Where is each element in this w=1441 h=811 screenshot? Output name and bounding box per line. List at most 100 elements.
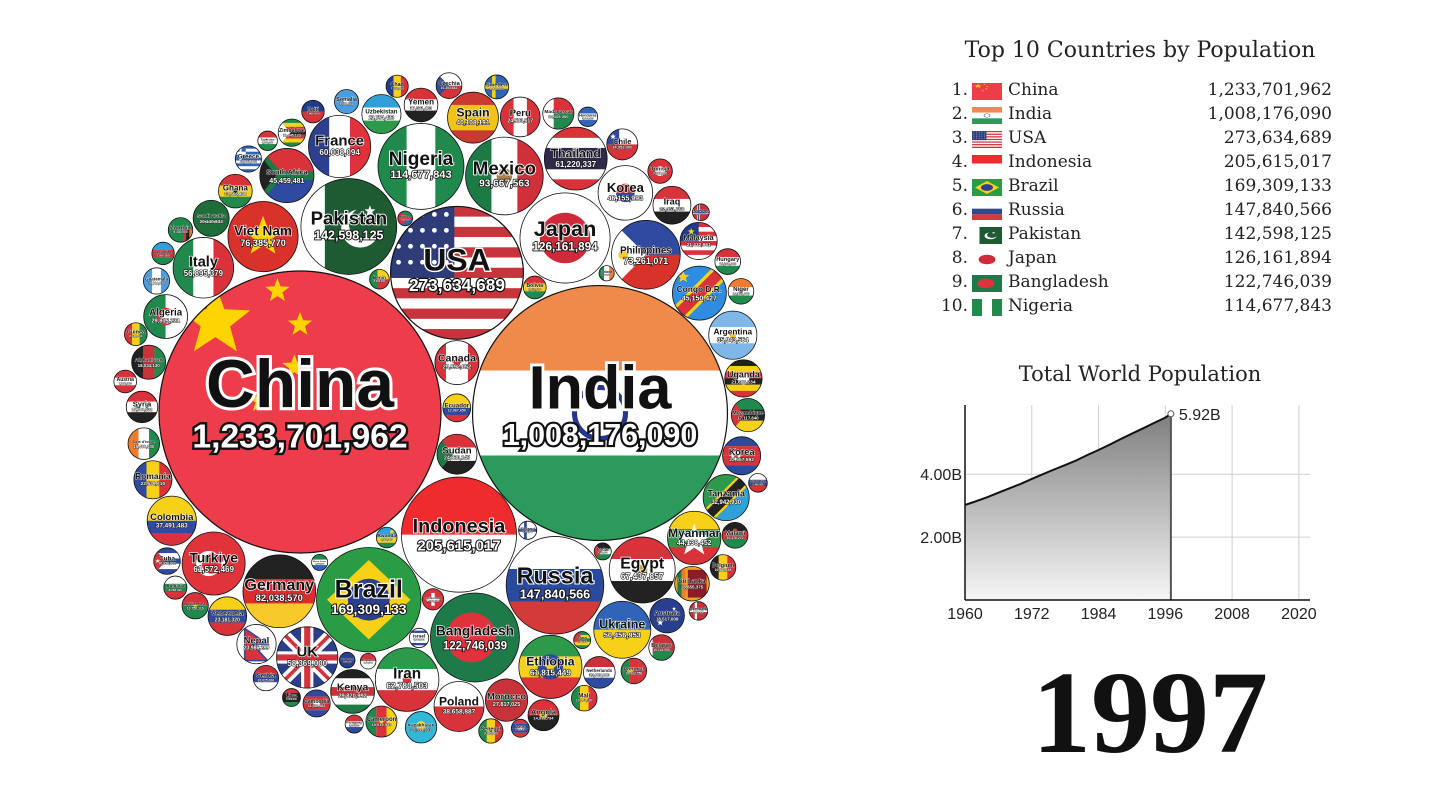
bubble-value: 93,667,563 xyxy=(479,179,530,190)
bubble-label: Indonesia xyxy=(413,515,507,537)
rank-country-name: Russia xyxy=(1008,200,1065,220)
bubble-label: Greece xyxy=(238,153,260,160)
bubble-label: Sweden xyxy=(486,82,508,88)
rank-row: 7. Pakistan 142,598,125 xyxy=(940,224,1340,248)
bubble-value: 50,456,953 xyxy=(604,631,641,640)
bubble-value: 73,261,071 xyxy=(624,256,669,266)
bubble-label: Tajikistan xyxy=(261,137,275,141)
bubble-value: 7,650,000 xyxy=(391,86,404,90)
bubble-label: Belarus xyxy=(651,643,672,649)
bubble-label: Nepal xyxy=(244,634,270,645)
bubble-value: 5,400,000 xyxy=(753,483,764,486)
bubble-value: 6,600,000 xyxy=(381,537,393,541)
bubble-label: Norway xyxy=(694,208,709,213)
rank-row: 6. Russia 147,840,566 xyxy=(940,200,1340,224)
bubble-value: 205,615,017 xyxy=(417,537,500,554)
rank-row: 3. USA 273,634,689 xyxy=(940,128,1340,152)
bubble-value: 10,958,932 xyxy=(158,562,175,566)
bubble-value: 147,840,566 xyxy=(520,588,591,602)
rank-number: 4. xyxy=(951,152,968,172)
bubble-label: Finland xyxy=(521,526,536,531)
bubble-value: 23,181,320 xyxy=(215,617,240,623)
rank-number: 1. xyxy=(951,80,968,100)
rank-row: 2. India 1,008,176,090 xyxy=(940,104,1340,128)
bubble-value: 8,051,000 xyxy=(528,288,541,292)
bubble-value: 18,034,130 xyxy=(138,363,161,368)
bubble-label: Japan xyxy=(534,216,597,241)
rank-row: 10. Nigeria 114,677,843 xyxy=(940,296,1340,320)
bubble-value: 9,059,063 xyxy=(340,102,354,106)
bubble-label: Ireland xyxy=(601,270,612,274)
bubble-label: Korea xyxy=(729,447,756,457)
bubble-label: Colombia xyxy=(150,512,194,523)
bubble-label: Singapore xyxy=(362,658,376,662)
bubble-label: Bangladesh xyxy=(436,624,514,639)
bubble-value: 10,141,000 xyxy=(653,648,670,652)
flag-bangladesh-icon xyxy=(972,275,1002,292)
bubble-label: Canada xyxy=(438,353,476,365)
rank-country-name: Pakistan xyxy=(1008,224,1082,244)
bubble-label: India xyxy=(529,353,673,421)
bubble-value: 9,330,000 xyxy=(173,230,187,234)
bubble-label: Yemen xyxy=(408,97,434,106)
rank-country-name: Nigeria xyxy=(1008,296,1073,316)
bubble-label: Argentina xyxy=(713,326,752,336)
bubble-value: 10,025,000 xyxy=(258,679,275,683)
x-tick-label: 1996 xyxy=(1148,606,1184,623)
bubble-label: Peru xyxy=(510,108,531,119)
bubble-label: Portugal xyxy=(624,666,645,672)
bubble-label: Cameroon xyxy=(367,717,397,723)
bubble-label: Italy xyxy=(189,255,218,271)
bubble-value: 10,714,820 xyxy=(148,282,165,286)
bubble-label: Niger xyxy=(733,286,749,293)
bubble-label: Korea xyxy=(607,180,645,195)
bubble-value: 45,150,427 xyxy=(682,295,717,302)
bubble-label: Somalia xyxy=(336,97,358,103)
bubble-label: Sierra Leone xyxy=(313,561,327,563)
bubble-label: Jordan xyxy=(596,547,610,552)
rank-number: 2. xyxy=(951,104,968,124)
bubble-value: 22,539,710 xyxy=(141,481,166,487)
bubble-value: 32,942,930 xyxy=(711,500,742,506)
bubble-value: 3,600,000 xyxy=(602,274,612,276)
bubble-label: Algeria xyxy=(149,308,183,319)
bubble-value: 122,746,039 xyxy=(443,641,507,653)
bubble-label: Tunisia xyxy=(651,167,671,173)
rank-country-name: Indonesia xyxy=(1008,152,1093,172)
bubble-label: Syria xyxy=(133,399,152,408)
bubble-label: Paraguay xyxy=(346,721,362,725)
bubble-label: Kenya xyxy=(337,682,369,694)
bubble-label: Benin xyxy=(373,275,386,280)
bubble-value: 21,606,234 xyxy=(731,380,756,386)
bubble-value: 23,754,433 xyxy=(369,115,395,121)
bubble-value: 35,943,564 xyxy=(717,337,749,344)
rank-country-name: Brazil xyxy=(1008,176,1059,196)
